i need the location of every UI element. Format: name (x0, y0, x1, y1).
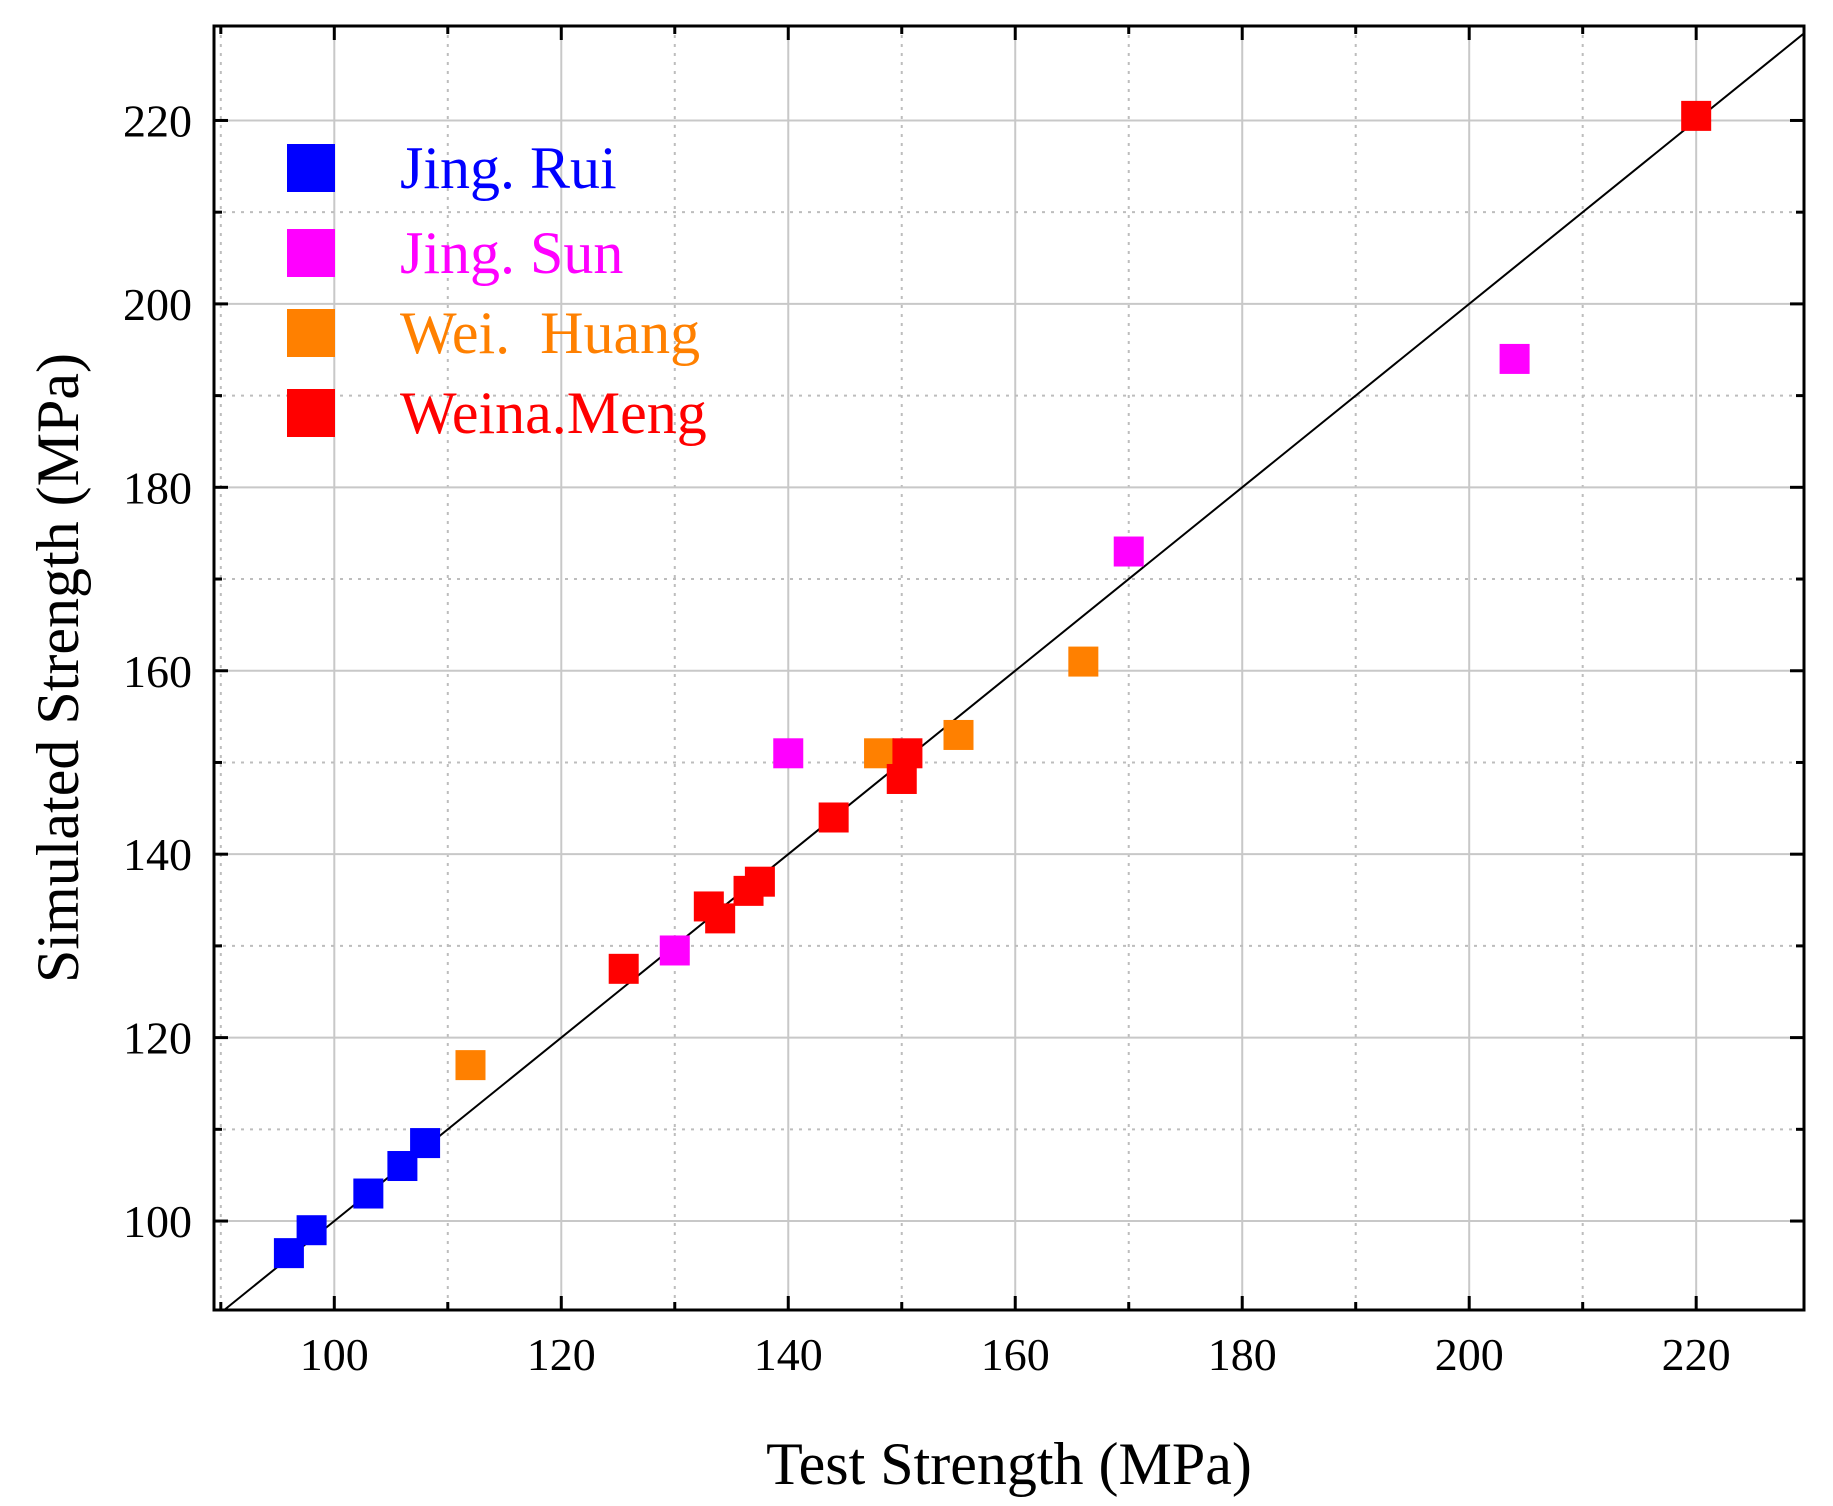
y-tick-label: 120 (123, 1013, 192, 1064)
legend-label-weina-meng: Weina.Meng (400, 380, 707, 446)
y-tick-label: 220 (123, 95, 192, 146)
point-jing-sun (659, 935, 690, 966)
x-tick-label: 100 (300, 1329, 369, 1380)
point-wei-huang (864, 738, 895, 769)
point-jing-sun (1113, 536, 1144, 567)
y-tick-label: 200 (123, 279, 192, 330)
axis-ticks: 100 120 140 160 180 200 220 100 120 140 160 180 200 2… (123, 26, 1804, 1380)
y-axis-title: Simulated Strength (MPa) (25, 353, 91, 983)
legend-marker-jing-rui (287, 144, 335, 192)
plot-frame (212, 24, 1806, 1312)
legend-marker-weina-meng (287, 389, 335, 437)
point-weina-meng (886, 763, 917, 794)
point-jing-rui (353, 1178, 384, 1209)
legend: Jing. Rui Jing. Sun Wei. Huang Weina.Meng (287, 135, 707, 446)
legend-label-jing-sun: Jing. Sun (400, 220, 623, 286)
x-tick-label: 120 (527, 1329, 596, 1380)
y-tick-label: 160 (123, 646, 192, 697)
point-wei-huang (455, 1050, 486, 1081)
y-tick-label: 100 (123, 1196, 192, 1247)
legend-marker-jing-sun (287, 229, 335, 277)
x-tick-label: 180 (1208, 1329, 1277, 1380)
grid-lines (214, 26, 1804, 1310)
point-weina-meng (818, 802, 849, 833)
x-axis-title: Test Strength (MPa) (766, 1431, 1252, 1497)
point-wei-huang (1068, 646, 1099, 677)
reference-line-layer (223, 32, 1805, 1311)
point-jing-rui (296, 1215, 327, 1246)
point-weina-meng (608, 953, 639, 984)
data-points (273, 100, 1712, 1269)
legend-label-jing-rui: Jing. Rui (400, 135, 617, 201)
point-jing-sun (773, 738, 804, 769)
point-wei-huang (943, 719, 974, 750)
point-jing-rui (410, 1128, 441, 1159)
legend-marker-wei-huang (287, 309, 335, 357)
legend-label-wei-huang: Wei. Huang (400, 300, 700, 366)
point-weina-meng (705, 903, 736, 934)
point-weina-meng (892, 738, 923, 769)
point-weina-meng (1681, 100, 1712, 131)
x-tick-label: 220 (1662, 1329, 1731, 1380)
point-weina-meng (744, 866, 775, 897)
point-jing-sun (1499, 343, 1530, 374)
y-tick-label: 180 (123, 462, 192, 513)
x-tick-label: 140 (754, 1329, 823, 1380)
x-tick-label: 200 (1435, 1329, 1504, 1380)
y-tick-label: 140 (123, 829, 192, 880)
x-tick-label: 160 (981, 1329, 1050, 1380)
reference-line (223, 32, 1805, 1311)
